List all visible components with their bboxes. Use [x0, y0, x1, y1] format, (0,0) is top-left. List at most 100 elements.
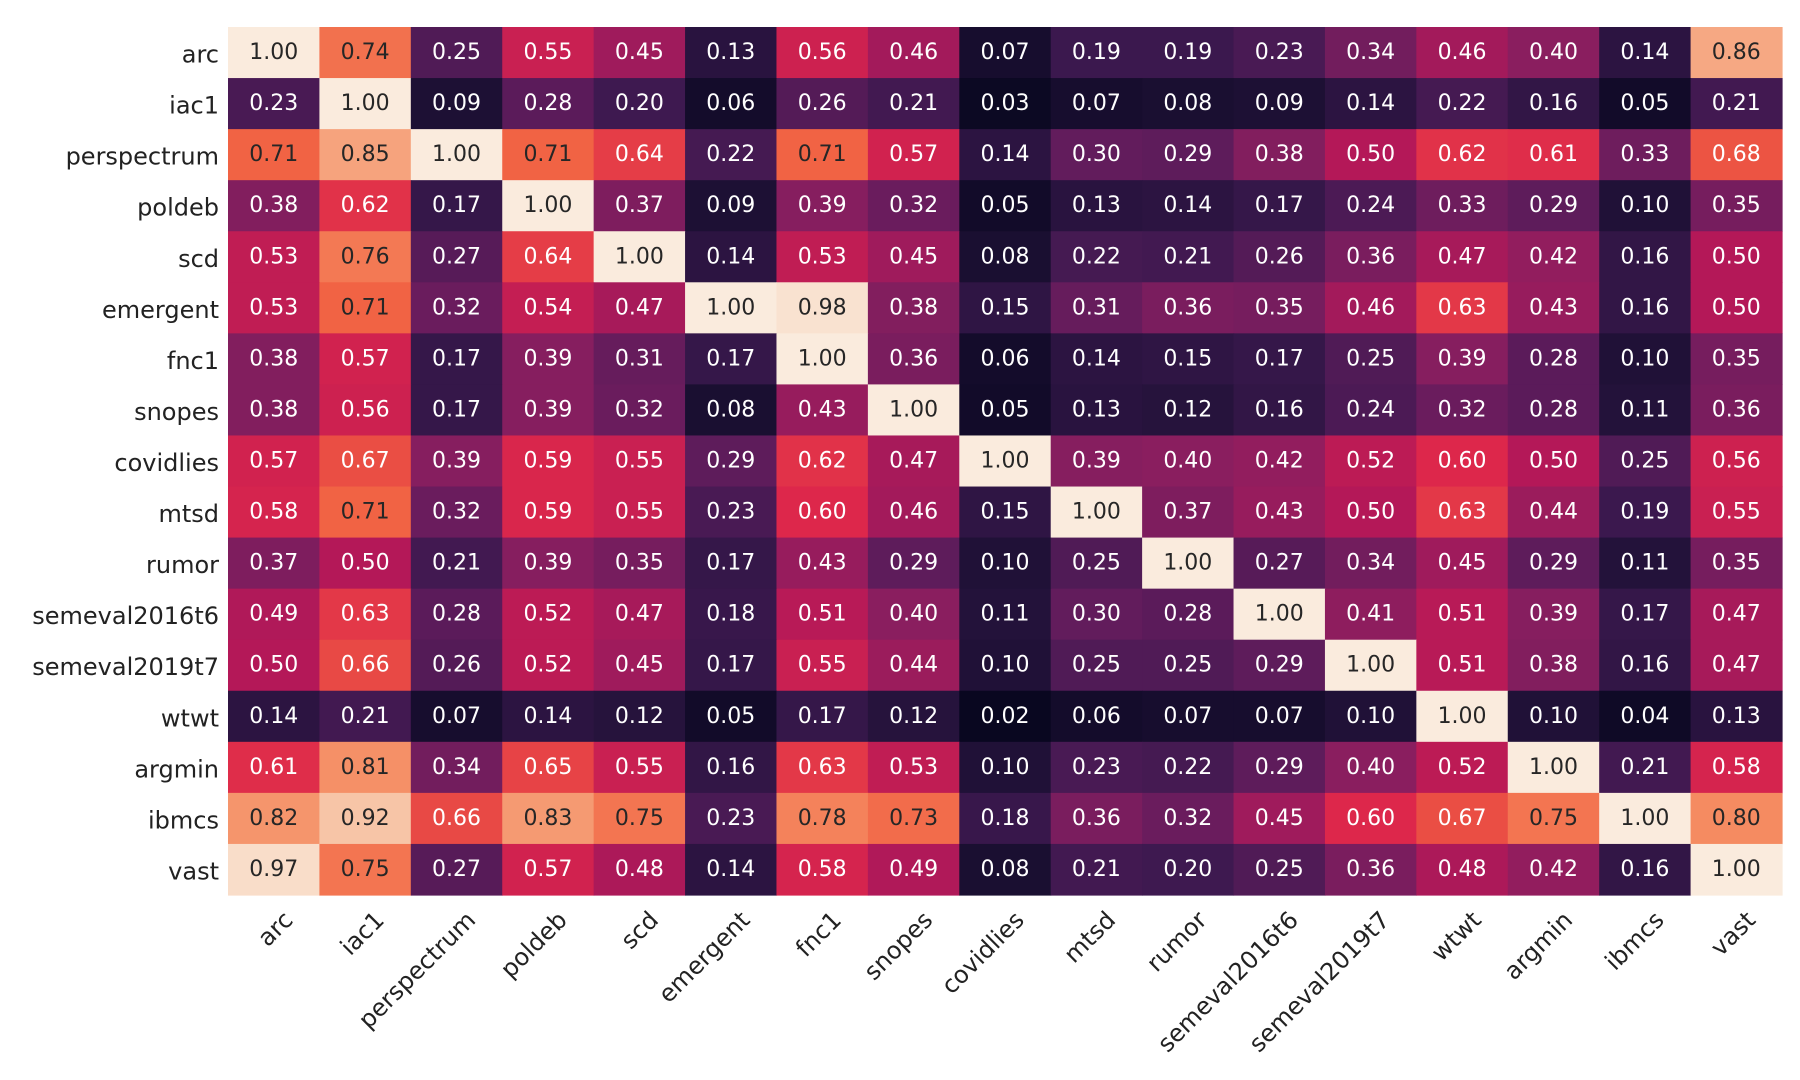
cell-value-ibmcs-fnc1: 0.78 [798, 806, 847, 831]
cell-value-ibmcs-mtsd: 0.36 [1072, 806, 1121, 831]
cell-value-semeval2016t6-fnc1: 0.51 [798, 602, 847, 627]
heatmap-cell-poldeb-perspectrum [410, 180, 503, 232]
heatmap-cell-perspectrum-fnc1 [776, 129, 869, 181]
row-label-snopes: snopes [134, 398, 219, 426]
heatmap-cell-semeval2016t6-iac1 [319, 588, 412, 641]
heatmap-cell-iac1-snopes [867, 78, 960, 130]
cell-value-fnc1-arc: 0.38 [249, 346, 298, 371]
heatmap-cell-arc-mtsd [1050, 27, 1143, 79]
cell-value-fnc1-rumor: 0.15 [1163, 346, 1212, 371]
cell-value-covidlies-wtwt: 0.60 [1438, 449, 1487, 474]
heatmap-cell-mtsd-fnc1 [776, 486, 869, 539]
heatmap-cell-semeval2016t6-poldeb [502, 588, 595, 641]
cell-value-vast-vast: 1.00 [1712, 857, 1761, 882]
cell-value-fnc1-iac1: 0.57 [341, 346, 390, 371]
heatmap-cell-scd-semeval2016t6 [1233, 231, 1326, 283]
heatmap-cell-perspectrum-semeval2019t7 [1324, 129, 1417, 181]
cell-value-covidlies-scd: 0.55 [615, 449, 664, 474]
heatmap-cell-covidlies-wtwt [1416, 435, 1509, 488]
heatmap-cell-fnc1-arc [228, 333, 321, 386]
heatmap-cell-iac1-poldeb [502, 78, 595, 130]
cell-value-ibmcs-snopes: 0.73 [889, 806, 938, 831]
heatmap-cell-iac1-ibmcs [1599, 78, 1692, 130]
cell-value-rumor-snopes: 0.29 [889, 551, 938, 576]
cell-value-snopes-argmin: 0.28 [1529, 397, 1578, 422]
heatmap-cell-semeval2019t7-scd [593, 639, 686, 692]
row-label-mtsd: mtsd [158, 500, 219, 528]
heatmap-cell-fnc1-emergent [685, 333, 778, 386]
cell-value-ibmcs-covidlies: 0.18 [981, 806, 1030, 831]
cell-value-poldeb-snopes: 0.32 [889, 193, 938, 218]
cell-value-rumor-wtwt: 0.45 [1438, 551, 1487, 576]
cell-value-poldeb-fnc1: 0.39 [798, 193, 847, 218]
cell-value-rumor-argmin: 0.29 [1529, 551, 1578, 576]
cell-value-rumor-semeval2016t6: 0.27 [1255, 551, 1304, 576]
cell-value-argmin-poldeb: 0.65 [523, 755, 572, 780]
cell-value-argmin-argmin: 1.00 [1529, 755, 1578, 780]
heatmap-cell-fnc1-covidlies [959, 333, 1052, 386]
heatmap-cell-arc-emergent [685, 27, 778, 79]
cell-value-wtwt-vast: 0.13 [1712, 704, 1761, 729]
cell-value-iac1-emergent: 0.06 [706, 91, 755, 116]
cell-value-perspectrum-vast: 0.68 [1712, 142, 1761, 167]
row-label-arc: arc [182, 41, 219, 69]
cell-value-semeval2016t6-scd: 0.47 [615, 602, 664, 627]
heatmap-cell-semeval2019t7-fnc1 [776, 639, 869, 692]
cell-value-iac1-scd: 0.20 [615, 91, 664, 116]
cell-value-snopes-covidlies: 0.05 [981, 397, 1030, 422]
cell-value-rumor-scd: 0.35 [615, 551, 664, 576]
heatmap-cell-iac1-fnc1 [776, 78, 869, 130]
cell-value-scd-iac1: 0.76 [341, 244, 390, 269]
cell-value-scd-semeval2019t7: 0.36 [1346, 244, 1395, 269]
cell-value-semeval2019t7-snopes: 0.44 [889, 653, 938, 678]
heatmap-cell-poldeb-emergent [685, 180, 778, 232]
cell-value-wtwt-scd: 0.12 [615, 704, 664, 729]
cell-value-vast-perspectrum: 0.27 [432, 857, 481, 882]
cell-value-emergent-poldeb: 0.54 [523, 295, 572, 320]
cell-value-semeval2016t6-emergent: 0.18 [706, 602, 755, 627]
cell-value-perspectrum-scd: 0.64 [615, 142, 664, 167]
heatmap-cell-semeval2019t7-argmin [1507, 639, 1600, 692]
heatmap-cell-arc-rumor [1142, 27, 1235, 79]
cell-value-wtwt-snopes: 0.12 [889, 704, 938, 729]
heatmap-cell-ibmcs-argmin [1507, 792, 1600, 845]
cell-value-emergent-scd: 0.47 [615, 295, 664, 320]
cell-value-scd-perspectrum: 0.27 [432, 244, 481, 269]
col-label-mtsd: mtsd [1058, 906, 1121, 969]
heatmap-cell-covidlies-emergent [685, 435, 778, 488]
row-label-perspectrum: perspectrum [66, 143, 219, 171]
cell-value-scd-wtwt: 0.47 [1438, 244, 1487, 269]
row-label-covidlies: covidlies [114, 449, 219, 477]
heatmap-cell-vast-ibmcs [1599, 843, 1692, 896]
cell-value-mtsd-arc: 0.58 [249, 500, 298, 525]
heatmap-cell-iac1-perspectrum [410, 78, 503, 130]
cell-value-semeval2019t7-scd: 0.45 [615, 653, 664, 678]
heatmap-cell-semeval2019t7-iac1 [319, 639, 412, 692]
heatmap-cell-ibmcs-wtwt [1416, 792, 1509, 845]
heatmap-cell-rumor-scd [593, 537, 686, 590]
cell-value-arc-vast: 0.86 [1712, 40, 1761, 65]
heatmap-cell-fnc1-perspectrum [410, 333, 503, 386]
cell-value-snopes-scd: 0.32 [615, 397, 664, 422]
cell-value-wtwt-wtwt: 1.00 [1438, 704, 1487, 729]
col-label-wtwt: wtwt [1426, 906, 1487, 967]
heatmap-cell-iac1-argmin [1507, 78, 1600, 130]
cell-value-iac1-fnc1: 0.26 [798, 91, 847, 116]
heatmap-cell-argmin-wtwt [1416, 741, 1509, 794]
col-label-argmin: argmin [1498, 906, 1578, 986]
cell-value-argmin-snopes: 0.53 [889, 755, 938, 780]
cell-value-mtsd-scd: 0.55 [615, 500, 664, 525]
heatmap-cell-poldeb-wtwt [1416, 180, 1509, 232]
cell-value-poldeb-mtsd: 0.13 [1072, 193, 1121, 218]
heatmap-cell-wtwt-covidlies [959, 690, 1052, 743]
cell-value-rumor-emergent: 0.17 [706, 551, 755, 576]
heatmap-cell-covidlies-covidlies [959, 435, 1052, 488]
heatmap-cell-semeval2019t7-rumor [1142, 639, 1235, 692]
cell-value-mtsd-fnc1: 0.60 [798, 500, 847, 525]
cell-value-scd-mtsd: 0.22 [1072, 244, 1121, 269]
cell-value-perspectrum-ibmcs: 0.33 [1620, 142, 1669, 167]
cell-value-covidlies-semeval2019t7: 0.52 [1346, 449, 1395, 474]
cell-value-iac1-snopes: 0.21 [889, 91, 938, 116]
heatmap-cell-rumor-iac1 [319, 537, 412, 590]
heatmap-cell-emergent-perspectrum [410, 282, 503, 334]
